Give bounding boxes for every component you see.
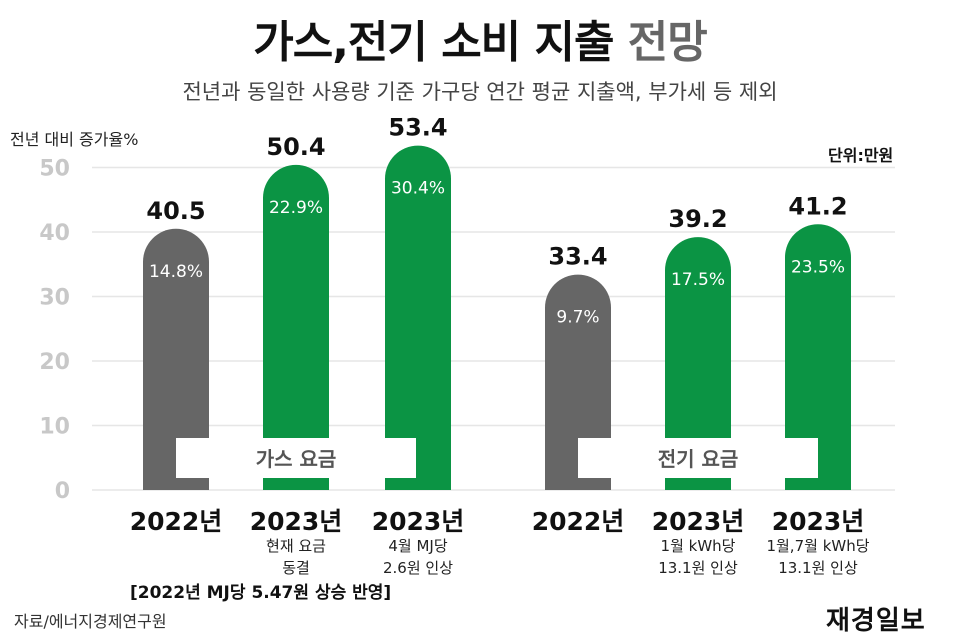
x-tick-label: 2023년 bbox=[250, 507, 343, 536]
x-sublabel: 현재 요금 bbox=[266, 537, 326, 555]
chart-subtitle: 전년과 동일한 사용량 기준 가구당 연간 평균 지출액, 부가세 등 제외 bbox=[182, 80, 778, 104]
y-axis-label: 전년 대비 증가율% bbox=[10, 130, 139, 149]
y-tick-label: 40 bbox=[39, 221, 70, 246]
bar bbox=[263, 164, 329, 491]
x-sublabel: 동결 bbox=[282, 559, 310, 577]
bar bbox=[385, 145, 451, 490]
x-tick-label: 2022년 bbox=[532, 507, 625, 536]
value-label: 40.5 bbox=[146, 197, 205, 225]
value-label: 39.2 bbox=[668, 205, 727, 233]
x-tick-label: 2023년 bbox=[772, 507, 865, 536]
y-tick-label: 50 bbox=[39, 157, 70, 182]
bar bbox=[665, 237, 731, 490]
percent-label: 23.5% bbox=[791, 257, 845, 277]
percent-label: 9.7% bbox=[556, 308, 599, 328]
value-label: 50.4 bbox=[266, 133, 325, 161]
x-tick-label: 2023년 bbox=[372, 507, 465, 536]
y-tick-label: 30 bbox=[39, 286, 70, 311]
bar bbox=[143, 228, 209, 490]
x-tick-label: 2022년 bbox=[130, 507, 223, 536]
group-label-box bbox=[176, 438, 416, 478]
unit-label: 단위:만원 bbox=[828, 146, 894, 165]
group-label: 가스 요금 bbox=[256, 447, 337, 471]
value-label: 33.4 bbox=[548, 243, 607, 271]
y-tick-label: 0 bbox=[55, 479, 70, 504]
x-tick-label: 2023년 bbox=[652, 507, 745, 536]
percent-label: 22.9% bbox=[269, 198, 323, 218]
percent-label: 30.4% bbox=[391, 179, 445, 199]
source-label: 자료/에너지경제연구원 bbox=[14, 612, 167, 631]
y-tick-label: 10 bbox=[39, 415, 70, 440]
group-label-box bbox=[578, 438, 818, 478]
x-sublabel: 1월,7월 kWh당 bbox=[766, 537, 869, 555]
x-sublabel: 4월 MJ당 bbox=[388, 537, 447, 555]
bar bbox=[545, 274, 611, 490]
x-sublabel: 1월 kWh당 bbox=[661, 537, 736, 555]
x-sublabel: 13.1원 인상 bbox=[658, 559, 738, 577]
footnote: [2022년 MJ당 5.47원 상승 반영] bbox=[130, 583, 392, 603]
value-label: 53.4 bbox=[388, 114, 447, 142]
x-sublabel: 2.6원 인상 bbox=[383, 559, 453, 577]
title-accent: 전망 bbox=[627, 17, 708, 68]
percent-label: 14.8% bbox=[149, 262, 203, 282]
bar bbox=[785, 224, 851, 491]
title-main: 가스,전기 소비 지출 bbox=[253, 17, 614, 68]
x-sublabel: 13.1원 인상 bbox=[778, 559, 858, 577]
chart-title: 가스,전기 소비 지출 전망 bbox=[0, 6, 960, 70]
percent-label: 17.5% bbox=[671, 270, 725, 290]
y-tick-label: 20 bbox=[39, 350, 70, 375]
brand-logo: 재경일보 bbox=[826, 606, 926, 636]
group-label: 전기 요금 bbox=[658, 447, 739, 471]
value-label: 41.2 bbox=[788, 192, 847, 220]
